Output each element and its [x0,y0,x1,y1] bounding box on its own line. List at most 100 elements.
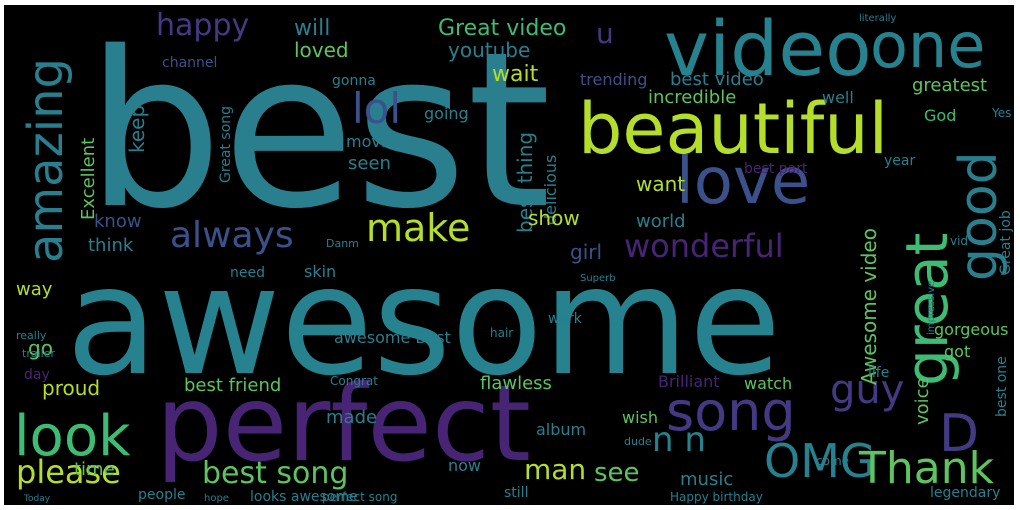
cloud-word: channel [162,55,217,71]
cloud-word: Today [23,494,51,504]
cloud-word: watch [744,374,792,393]
cloud-word: Yes [991,106,1011,120]
cloud-word: come [816,454,849,468]
cloud-word: seen [348,153,391,174]
cloud-word: dude [624,435,652,448]
cloud-word: OMG [764,434,876,488]
cloud-word: best friend [184,375,281,396]
cloud-word: way [16,279,53,300]
cloud-word: movie [346,132,395,151]
cloud-word: well [822,88,854,107]
cloud-word: impressive [926,281,937,335]
cloud-word: world [636,211,686,232]
cloud-word: go [28,336,53,360]
cloud-word: one [870,9,985,82]
cloud-word: good [949,151,1009,281]
cloud-word: trending [580,70,647,89]
cloud-word: gorgeous [934,320,1009,339]
cloud-word: show [528,206,580,230]
cloud-word: guy [830,367,904,413]
cloud-word: life [868,365,889,381]
cloud-word: video [664,5,872,93]
cloud-word: awesome [66,235,781,409]
cloud-word: Great job [998,210,1014,275]
cloud-word: work [548,311,583,327]
cloud-word: keep [125,105,149,153]
cloud-word: proud [42,376,100,400]
cloud-word: people [138,487,185,503]
cloud-word: made [326,407,377,428]
cloud-word: Danm [326,237,359,250]
cloud-word: Brilliant [658,372,720,391]
cloud-word: song [666,380,796,443]
cloud-word: time [74,459,115,480]
cloud-word: Awesome video [857,228,881,385]
cloud-word: still [504,485,528,501]
cloud-word: Excellent [78,138,99,220]
cloud-word: perfect [156,363,531,485]
cloud-word: looks awesome [250,489,358,505]
word-cloud: best awesome perfect video beautiful one love g… [4,5,1014,505]
cloud-word: awesome Best [334,328,451,347]
cloud-word: got [944,342,970,361]
cloud-word: incredible [648,87,736,108]
cloud-word: best song [202,456,348,491]
cloud-word: album [536,420,586,439]
cloud-word: year [884,153,915,169]
cloud-word: love [676,145,810,219]
cloud-word: vid [950,234,968,248]
cloud-word: look [14,404,131,469]
cloud-word: great [893,233,961,386]
cloud-word: will [294,16,330,41]
cloud-word: delicious [541,155,560,225]
cloud-word: want [636,172,685,196]
cloud-word: now [448,456,481,475]
cloud-word: voice [912,377,933,425]
cloud-word: best thing [513,132,537,233]
cloud-word: Thank [858,443,995,494]
cloud-word: God [924,106,956,125]
cloud-word: gonna [332,73,376,89]
cloud-word: music [680,469,733,490]
cloud-word: man [524,453,586,486]
cloud-word: Congrat [330,374,378,388]
cloud-word: girl [570,240,602,264]
cloud-word: wonderful [624,227,784,265]
cloud-word: happy [156,8,249,43]
cloud-word: best video [670,69,764,90]
cloud-word: hope [204,493,229,504]
cloud-word: hair [490,326,513,340]
cloud-word: D [939,404,979,464]
cloud-word: greatest [912,75,987,96]
cloud-word: Great video [438,16,566,41]
cloud-word: u [596,17,614,50]
cloud-word: see [594,458,640,488]
cloud-word: best [86,5,551,256]
cloud-word: skin [304,262,336,281]
cloud-word: make [366,206,470,250]
cloud-word: think [88,235,134,256]
cloud-word: know [94,211,142,232]
cloud-word: wish [622,408,658,427]
cloud-word: beautiful [578,88,888,170]
cloud-word: loved [294,38,349,62]
cloud-word: Great song [218,106,234,183]
cloud-word: day [24,367,50,383]
cloud-word: lol [352,84,401,133]
cloud-word: best one [994,356,1010,417]
cloud-word: legendary [930,485,1000,501]
cloud-word: n n [652,420,706,460]
cloud-word: perfect song [322,490,397,504]
cloud-word: amazing [18,58,74,263]
cloud-word: please [16,453,121,491]
cloud-word: always [170,215,294,256]
cloud-word: really [16,329,47,342]
cloud-word: youtube [448,38,530,62]
cloud-word: flawless [480,373,552,394]
cloud-word: best part [744,161,808,177]
cloud-word: literally [859,13,896,24]
cloud-word: wait [492,62,539,87]
cloud-word: Happy birthday [670,490,763,504]
cloud-word: trailer [22,347,55,360]
